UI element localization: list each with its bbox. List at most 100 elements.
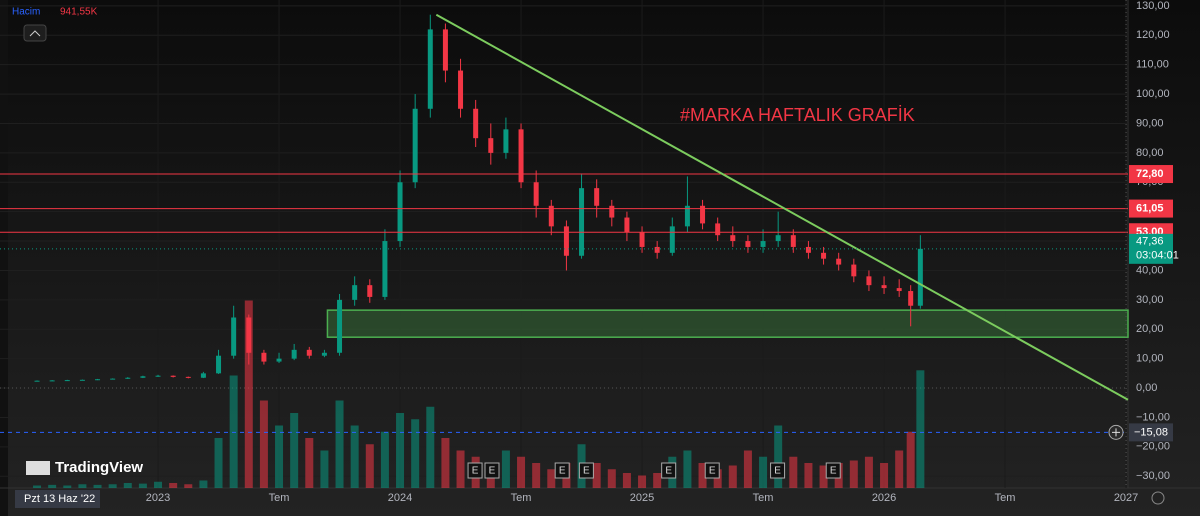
x-tick-label: 2027 [1114,492,1138,504]
candle-body [397,182,403,242]
candle-body [110,378,116,380]
candle-body [730,235,736,242]
last-price-box [1129,233,1173,264]
candle-body [95,379,101,381]
y-tick-label: 120,00 [1136,29,1170,41]
level-label-box [1129,199,1173,218]
volume-bar [214,438,223,488]
y-tick-label: 20,00 [1136,323,1164,335]
volume-bar [396,413,405,488]
candle-body [715,223,721,236]
volume-bar [108,484,117,488]
candle-body [775,235,781,242]
candle-body [790,235,796,247]
volume-bar [880,463,889,488]
candle-body [412,108,418,183]
candle-body [488,138,494,153]
volume-bar [683,450,692,488]
event-marker [704,462,720,479]
volume-bar [638,475,647,488]
volume-legend-name: Hacim [12,7,40,18]
candle-body [276,358,282,362]
candle-body [896,288,902,292]
candle-body [579,188,585,256]
collapse-button[interactable] [23,24,47,42]
volume-bar [93,484,102,488]
support-zone [326,309,1129,338]
candle-body [458,70,464,109]
candle-body [79,379,85,381]
volume-bar [335,400,344,488]
crosshair-date: Pzt 13 Haz '22 [24,493,95,505]
candle-body [140,376,146,378]
volume-bar [290,413,299,488]
settings-button[interactable] [1151,491,1165,505]
candle-body [639,232,645,247]
candle-body [261,352,267,362]
event-marker [578,462,594,479]
candle-body [908,291,914,306]
y-tick-label: 80,00 [1136,147,1164,159]
event-label: E [830,466,837,477]
event-label: E [472,466,479,477]
event-label: E [774,466,781,477]
candle-body [594,188,600,206]
candle-body [231,317,237,356]
volume-bar [441,438,450,488]
volume-bar [411,419,420,488]
candle-body [49,380,55,382]
y-tick-label: −10,00 [1136,411,1170,423]
candle-body [745,241,751,247]
volume-bar [698,463,707,488]
volume-bar [849,460,858,488]
x-tick-label: 2026 [872,492,896,504]
candle-body [473,108,479,139]
volume-bar [305,438,314,488]
candle-body [216,355,222,374]
volume-bar [547,469,556,488]
y-tick-label: 110,00 [1136,59,1169,71]
level-label: 61,05 [1136,202,1164,214]
volume-bar [320,450,329,488]
logo: TradingView [55,459,143,476]
candle-body [382,241,388,297]
collapse-icon [29,30,41,37]
candle-body [836,258,842,265]
volume-bar [350,425,359,488]
volume-bar [592,463,601,488]
candle-body [503,129,509,153]
candle-body [821,252,827,259]
event-marker [484,462,500,479]
x-tick-label: 2025 [630,492,654,504]
x-tick-label: 2023 [146,492,170,504]
candle-body [170,375,176,377]
candle-body [805,246,811,253]
candle-body [533,182,539,206]
candle-body [34,380,40,382]
last-price-label: 47,36 [1136,236,1164,248]
volume-bar [33,485,42,488]
volume-bar [380,431,389,488]
y-tick-label: 130,00 [1136,0,1170,12]
volume-bar [517,456,526,488]
candle-body [881,285,887,289]
candle-body [321,352,327,356]
y-tick-label: 10,00 [1136,353,1164,365]
candle-body [684,205,690,227]
volume-bar [426,406,435,488]
volume-bar [774,425,783,488]
volume-bar [743,450,752,488]
event-marker [770,462,786,479]
volume-bar [622,473,631,488]
volume-bar [916,370,925,488]
event-marker [554,462,570,479]
volume-bar [48,484,57,488]
crosshair-label: −15,08 [1134,426,1168,438]
event-label: E [665,466,672,477]
volume-bar [365,444,374,488]
event-label: E [709,466,716,477]
volume-bar [244,300,253,488]
candle-body [851,264,857,277]
volume-bar [759,456,768,488]
